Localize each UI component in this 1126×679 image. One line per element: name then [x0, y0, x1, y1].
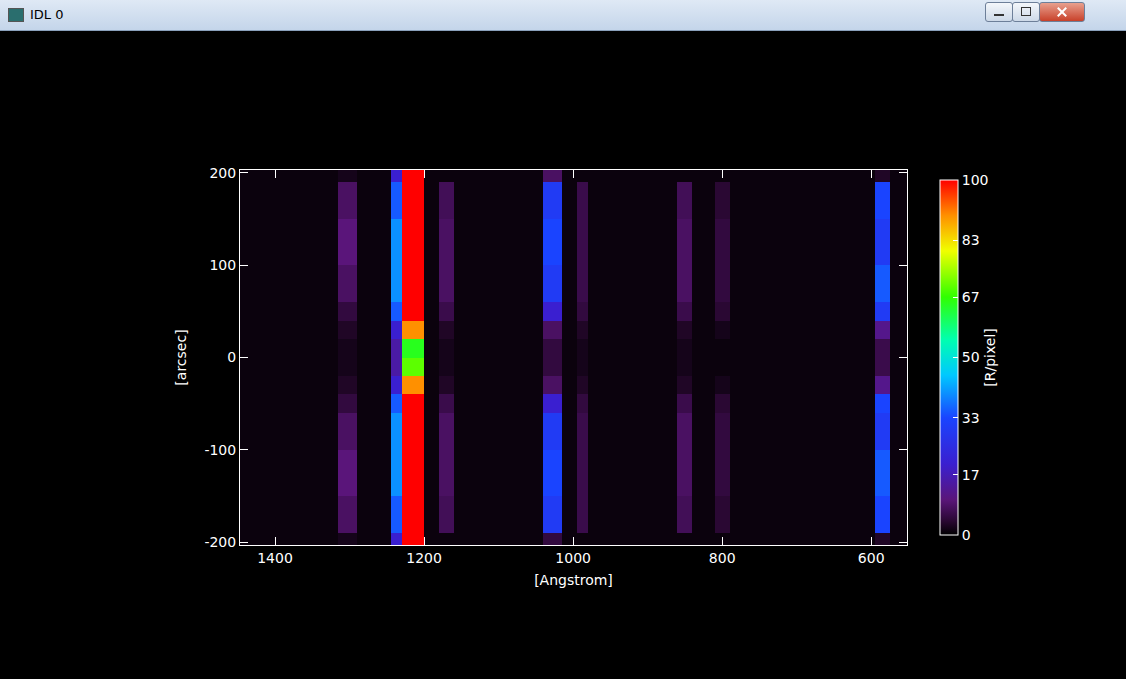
svg-text:1400: 1400	[257, 550, 293, 566]
svg-text:17: 17	[962, 467, 980, 483]
svg-text:-200: -200	[204, 534, 236, 550]
svg-text:1200: 1200	[406, 550, 442, 566]
svg-text:100: 100	[209, 257, 236, 273]
svg-text:0: 0	[962, 527, 971, 543]
svg-text:67: 67	[962, 289, 980, 305]
svg-text:83: 83	[962, 232, 980, 248]
svg-text:33: 33	[962, 410, 980, 426]
svg-text:100: 100	[962, 172, 989, 188]
svg-text:[arcsec]: [arcsec]	[173, 329, 189, 385]
html-text:IDL 0: IDL 0	[30, 7, 64, 22]
svg-text:1000: 1000	[555, 550, 591, 566]
svg-text:-100: -100	[204, 442, 236, 458]
svg-text:0: 0	[227, 349, 236, 365]
svg-text:600: 600	[858, 550, 885, 566]
svg-text:200: 200	[209, 165, 236, 181]
svg-text:50: 50	[962, 349, 980, 365]
svg-text:[R/pixel]: [R/pixel]	[982, 328, 998, 387]
svg-text:800: 800	[709, 550, 736, 566]
svg-text:[Angstrom]: [Angstrom]	[534, 572, 613, 588]
